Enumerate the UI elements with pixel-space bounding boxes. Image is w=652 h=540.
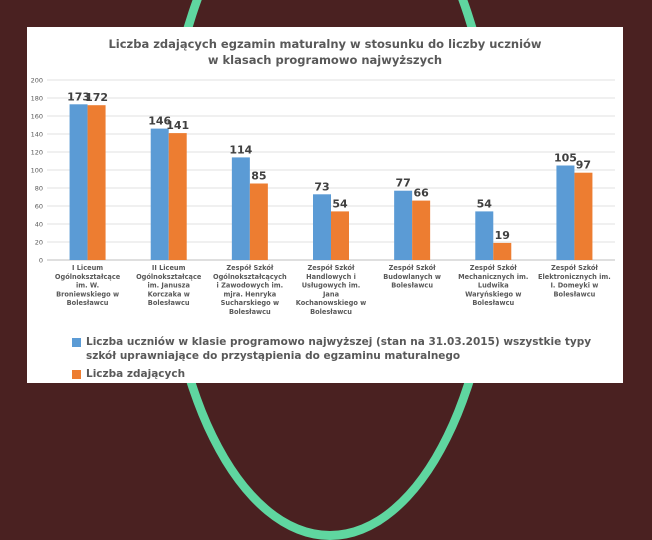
bar (331, 211, 349, 260)
category-label-line: Ogólnokształcące (136, 273, 202, 281)
category-label-line: Budowlanych w (383, 273, 441, 281)
data-label: 105 (554, 152, 577, 165)
data-label: 141 (166, 119, 189, 132)
category-label: Zespół Szkół Elektronicznych im. I. Domeyk… (538, 264, 611, 298)
category-label-line: Waryńskiego w (465, 290, 521, 298)
category-label: Zespół Szkół Mechanicznych im. Ludwika Wary… (458, 264, 528, 307)
y-tick-label: 40 (35, 221, 43, 229)
bar (168, 133, 187, 260)
chart-title: Liczba zdających egzamin maturalny w sto… (27, 36, 623, 68)
category-label: Zespół Szkół Handlowych i Usługowych im. Ja… (296, 264, 367, 316)
bar (493, 242, 512, 260)
bar (574, 172, 593, 260)
category-label-line: I. Domeyki w (550, 282, 598, 290)
category-label-line: Bolesławcu (391, 282, 433, 290)
category-label-line: Bolesławcu (229, 308, 271, 316)
category-label-line: Handlowych i (306, 273, 356, 281)
bar (313, 194, 331, 260)
data-label: 146 (148, 115, 171, 128)
data-label: 54 (477, 197, 493, 210)
category-label-line: i Zawodowych im. (217, 282, 284, 290)
category-label-line: Bolesławcu (67, 299, 109, 307)
legend: Liczba uczniów w klasie programowo najwy… (72, 335, 612, 385)
category-label-line: Bolesławcu (148, 299, 190, 307)
y-tick-label: 180 (31, 95, 43, 103)
bar (394, 190, 413, 260)
category-label: Zespół Szkół Ogólnokształcących i Zawodowy… (213, 264, 287, 316)
legend-item-exam-takers: Liczba zdających (72, 367, 612, 381)
data-label: 73 (314, 180, 329, 193)
legend-item-students: Liczba uczniów w klasie programowo najwy… (72, 335, 612, 363)
category-label-line: Zespół Szkół (389, 264, 436, 272)
category-label-line: Zespół Szkół (551, 264, 598, 272)
category-label-line: Bolesławcu (472, 299, 514, 307)
category-label: Zespół Szkół Budowlanych w Bolesławcu (383, 264, 441, 290)
category-label-line: Mechanicznych im. (458, 273, 528, 281)
data-label: 173 (67, 90, 90, 103)
category-label-line: Zespół Szkół (226, 264, 273, 272)
category-label-line: I Liceum (72, 264, 103, 272)
category-label-line: Elektronicznych im. (538, 273, 611, 281)
bar-chart: 0 20 40 60 80 100 120 140 160 180 200 173 146 114 73 77… (31, 77, 615, 316)
category-label-line: Usługowych im. (302, 282, 361, 290)
category-label-line: Sucharskiego w (221, 299, 279, 307)
bar (556, 165, 575, 260)
category-label-line: Kochanowskiego w (296, 299, 367, 307)
category-label: II Liceum Ogólnokształcące im. Janusza Korc… (136, 264, 202, 307)
legend-swatch-exam-takers (72, 370, 81, 379)
data-label: 19 (495, 229, 510, 242)
y-tick-label: 120 (31, 149, 43, 157)
data-label: 77 (395, 177, 410, 190)
bar (69, 104, 88, 260)
y-tick-label: 200 (31, 77, 43, 85)
chart-title-line-1: Liczba zdających egzamin maturalny w sto… (108, 37, 542, 51)
y-tick-label: 100 (31, 167, 43, 175)
data-label: 54 (332, 197, 348, 210)
y-tick-label: 60 (35, 203, 43, 211)
bar (412, 200, 431, 260)
category-label-line: im. Janusza (147, 282, 189, 290)
data-label: 97 (576, 159, 591, 172)
category-label-line: II Liceum (152, 264, 186, 272)
bar (87, 105, 106, 260)
data-label: 172 (85, 91, 108, 104)
bar (231, 157, 250, 260)
y-tick-label: 80 (35, 185, 43, 193)
y-tick-label: 20 (35, 239, 43, 247)
category-label-line: Zespół Szkół (308, 264, 355, 272)
category-label: I Liceum Ogólnokształcące im. W. Broniewski… (55, 264, 121, 307)
bar (150, 128, 169, 260)
category-label-line: Ludwika (478, 282, 509, 290)
category-label-line: im. W. (76, 282, 99, 290)
legend-label-students: Liczba uczniów w klasie programowo najwy… (86, 336, 592, 362)
category-label-line: Bolesławcu (554, 290, 596, 298)
bar (249, 183, 268, 260)
category-label-line: Bolesławcu (310, 308, 352, 316)
chart-title-line-2: w klasach programowo najwyższych (207, 53, 443, 67)
bar (475, 211, 494, 260)
legend-swatch-students (72, 338, 81, 347)
category-label-line: Ogólnokształcących (213, 273, 287, 281)
data-label: 66 (413, 187, 429, 200)
data-label: 85 (251, 170, 266, 183)
category-label-line: Jana (322, 290, 339, 298)
y-tick-label: 0 (39, 257, 43, 265)
category-label-line: Korczaka w (148, 290, 190, 298)
category-label-line: Broniewskiego w (56, 290, 119, 298)
chart-card: Liczba zdających egzamin maturalny w sto… (27, 27, 623, 383)
category-label-line: Zespół Szkół (470, 264, 517, 272)
category-label-line: mjra. Henryka (224, 290, 277, 298)
data-label: 114 (229, 143, 252, 156)
y-tick-label: 160 (31, 113, 43, 121)
legend-label-exam-takers: Liczba zdających (86, 368, 186, 380)
y-tick-label: 140 (31, 131, 43, 139)
category-label-line: Ogólnokształcące (55, 273, 121, 281)
